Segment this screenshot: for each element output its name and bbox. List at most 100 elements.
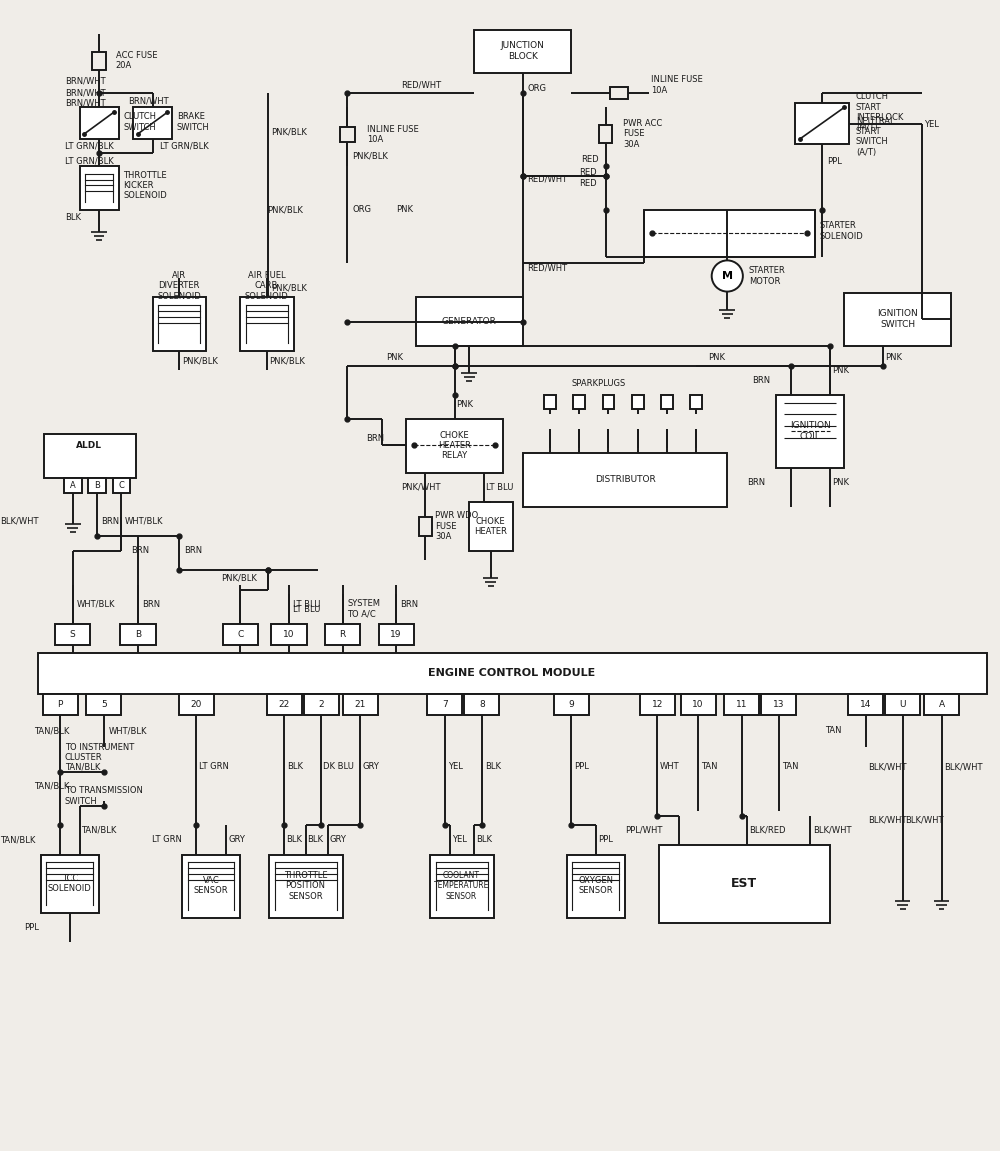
Text: TAN/BLK: TAN/BLK	[82, 825, 117, 834]
Text: VAC
SENSOR: VAC SENSOR	[194, 876, 228, 895]
Text: LT GRN/BLK: LT GRN/BLK	[65, 157, 114, 166]
Text: BRN: BRN	[747, 478, 765, 487]
Text: PPL: PPL	[598, 836, 613, 845]
Text: 2: 2	[318, 700, 324, 709]
Bar	[844, 292, 951, 346]
Circle shape	[712, 260, 743, 291]
Text: BRN: BRN	[366, 434, 384, 443]
Bar	[92, 52, 106, 69]
Text: ALDL: ALDL	[76, 441, 102, 450]
Bar	[761, 694, 796, 715]
Text: 11: 11	[736, 700, 748, 709]
Bar	[659, 845, 830, 923]
Text: YEL: YEL	[448, 762, 463, 771]
Bar	[690, 395, 702, 410]
Text: P: P	[57, 700, 63, 709]
Text: TAN/BLK: TAN/BLK	[34, 782, 69, 791]
Text: OXYGEN
SENSOR: OXYGEN SENSOR	[578, 876, 613, 895]
Text: STARTER
SOLENOID: STARTER SOLENOID	[820, 221, 864, 241]
Bar	[120, 624, 156, 646]
Text: ENGINE CONTROL MODULE: ENGINE CONTROL MODULE	[428, 669, 596, 678]
Text: RED/WHT: RED/WHT	[401, 81, 441, 90]
Bar	[419, 517, 432, 536]
Bar	[661, 395, 673, 410]
Bar	[64, 478, 82, 493]
Bar	[603, 395, 614, 410]
Bar	[523, 453, 727, 506]
Text: BRN/WHT: BRN/WHT	[128, 97, 169, 105]
Text: RED/WHT: RED/WHT	[528, 174, 568, 183]
Text: LT GRN/BLK: LT GRN/BLK	[160, 142, 209, 151]
Bar	[632, 395, 644, 410]
Text: PNK: PNK	[457, 401, 474, 409]
Text: BRN: BRN	[752, 375, 770, 384]
Text: WHT/BLK: WHT/BLK	[124, 517, 163, 526]
Bar	[240, 297, 294, 351]
Bar	[464, 694, 499, 715]
Text: 22: 22	[278, 700, 290, 709]
Text: LT GRN: LT GRN	[152, 836, 182, 845]
Text: 8: 8	[479, 700, 485, 709]
Text: S: S	[70, 630, 76, 639]
Text: PNK/BLK: PNK/BLK	[271, 283, 307, 292]
Bar	[86, 694, 121, 715]
Bar	[567, 854, 625, 917]
Text: ACC FUSE
20A: ACC FUSE 20A	[116, 51, 157, 70]
Bar	[88, 478, 106, 493]
Text: INLINE FUSE
10A: INLINE FUSE 10A	[651, 75, 703, 94]
Bar	[379, 624, 414, 646]
Text: GRY: GRY	[363, 762, 380, 771]
Bar	[644, 209, 815, 257]
Text: M: M	[722, 270, 733, 281]
Text: A: A	[938, 700, 945, 709]
Text: R: R	[339, 630, 346, 639]
Text: BLK/RED: BLK/RED	[749, 825, 785, 834]
Text: COOLANT
TEMPERATURE
SENSOR: COOLANT TEMPERATURE SENSOR	[434, 871, 489, 900]
Text: C: C	[119, 481, 124, 490]
Text: TAN: TAN	[782, 762, 798, 771]
Bar	[885, 694, 920, 715]
Text: PNK: PNK	[708, 353, 725, 363]
Text: SYSTEM
TO A/C: SYSTEM TO A/C	[347, 600, 380, 619]
Bar	[795, 102, 849, 144]
Bar	[304, 694, 339, 715]
Text: B: B	[135, 630, 141, 639]
Text: STARTER
MOTOR: STARTER MOTOR	[749, 266, 785, 285]
Bar	[724, 694, 759, 715]
Bar	[325, 624, 360, 646]
Bar	[469, 502, 513, 550]
Bar	[179, 694, 214, 715]
Text: JUNCTION
BLOCK: JUNCTION BLOCK	[501, 41, 545, 61]
Bar	[340, 127, 355, 142]
Bar	[38, 653, 987, 694]
Text: LT BLU: LT BLU	[293, 604, 320, 613]
Text: BRN/WHT: BRN/WHT	[65, 98, 106, 107]
Text: A: A	[70, 481, 76, 490]
Text: IGNITION
COIL: IGNITION COIL	[790, 421, 830, 441]
Bar	[430, 854, 494, 917]
Text: TO TRANSMISSION
SWITCH: TO TRANSMISSION SWITCH	[65, 786, 143, 806]
Bar	[80, 166, 119, 209]
Text: RED: RED	[581, 154, 599, 163]
Text: PNK/WHT: PNK/WHT	[401, 483, 440, 491]
Text: 20: 20	[191, 700, 202, 709]
Bar	[681, 694, 716, 715]
Bar	[271, 624, 307, 646]
Bar	[599, 125, 612, 143]
Text: PNK: PNK	[832, 366, 849, 375]
Text: LT BLU: LT BLU	[293, 600, 320, 609]
Text: 19: 19	[390, 630, 402, 639]
Text: BRN: BRN	[131, 547, 149, 555]
Text: PNK/BLK: PNK/BLK	[352, 152, 388, 161]
Text: BLK: BLK	[287, 762, 303, 771]
Text: WHT/BLK: WHT/BLK	[109, 726, 147, 735]
Text: DISTRIBUTOR: DISTRIBUTOR	[595, 475, 655, 485]
Text: PNK: PNK	[396, 205, 413, 214]
Text: PPL: PPL	[24, 923, 39, 932]
Text: RED: RED	[579, 178, 597, 188]
Text: YEL: YEL	[452, 836, 467, 845]
Text: PNK/BLK: PNK/BLK	[268, 205, 303, 214]
Bar	[554, 694, 589, 715]
Text: DK BLU: DK BLU	[323, 762, 354, 771]
Text: BLK/WHT: BLK/WHT	[813, 825, 851, 834]
